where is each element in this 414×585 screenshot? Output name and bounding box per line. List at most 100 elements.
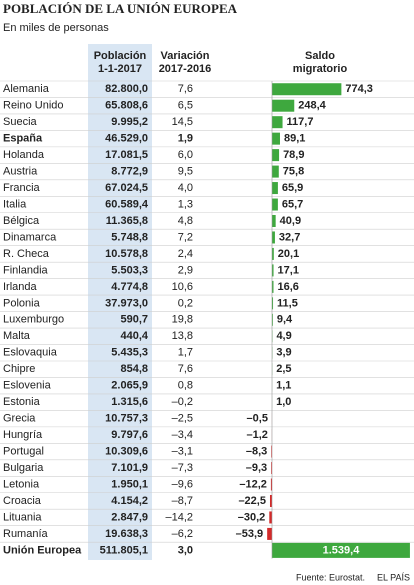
source: Fuente: Eurostat. bbox=[296, 572, 365, 582]
balance-label: 65,9 bbox=[282, 182, 303, 194]
balance-label: 17,1 bbox=[278, 264, 299, 276]
country: España bbox=[3, 133, 43, 145]
balance-label: 3,9 bbox=[276, 347, 291, 359]
balance-label: 9,4 bbox=[277, 314, 293, 326]
population: 4.774,8 bbox=[111, 281, 148, 293]
variation: –9,6 bbox=[172, 478, 193, 490]
population: 5.748,8 bbox=[111, 231, 148, 243]
population: 10.757,3 bbox=[105, 413, 148, 425]
credit: EL PAÍS bbox=[377, 572, 410, 582]
balance-bar bbox=[272, 182, 278, 195]
balance-label: 32,7 bbox=[279, 231, 300, 243]
country: Hungría bbox=[3, 429, 43, 441]
subtitle: En miles de personas bbox=[3, 22, 109, 34]
column-header: 1-1-2017 bbox=[98, 63, 142, 75]
balance-bar bbox=[272, 198, 278, 211]
population: 11.365,8 bbox=[106, 215, 148, 227]
variation: –3,1 bbox=[172, 445, 193, 457]
balance-label: 4,9 bbox=[276, 330, 291, 342]
population: 19.638,3 bbox=[105, 528, 148, 540]
country: Holanda bbox=[3, 149, 45, 161]
balance-bar bbox=[272, 264, 274, 277]
variation: 7,6 bbox=[178, 83, 193, 95]
balance-bar bbox=[269, 511, 272, 524]
column-header: Variación bbox=[161, 50, 210, 62]
country: Polonia bbox=[3, 297, 41, 309]
balance-label: 248,4 bbox=[298, 100, 326, 112]
variation: 6,0 bbox=[178, 149, 193, 161]
balance-label: 89,1 bbox=[284, 133, 305, 145]
variation: 10,6 bbox=[172, 281, 193, 293]
country: Eslovaquia bbox=[3, 347, 58, 359]
country: Lituania bbox=[3, 511, 42, 523]
balance-bar bbox=[272, 99, 295, 112]
variation: 4,0 bbox=[178, 182, 193, 194]
variation: 3,0 bbox=[178, 544, 193, 556]
column-header: 2017-2016 bbox=[159, 63, 212, 75]
balance-label: 774,3 bbox=[345, 83, 373, 95]
balance-label: 75,8 bbox=[283, 165, 304, 177]
population: 2.847,9 bbox=[111, 511, 148, 523]
balance-bar bbox=[267, 527, 272, 540]
country: Francia bbox=[3, 182, 41, 194]
country: Letonia bbox=[3, 478, 40, 490]
variation: –14,2 bbox=[165, 511, 193, 523]
country: Rumanía bbox=[3, 528, 49, 540]
country: Bélgica bbox=[3, 215, 40, 227]
balance-label: 1.539,4 bbox=[323, 544, 361, 556]
country: Unión Europea bbox=[3, 544, 82, 556]
population: 1.315,6 bbox=[111, 396, 148, 408]
population: 590,7 bbox=[120, 314, 148, 326]
balance-bar bbox=[272, 214, 276, 227]
population: 46.529,0 bbox=[105, 133, 148, 145]
balance-label: –22,5 bbox=[238, 495, 266, 507]
balance-bar bbox=[271, 445, 272, 458]
variation: –3,4 bbox=[172, 429, 193, 441]
variation: –2,5 bbox=[172, 413, 193, 425]
population: 10.309,6 bbox=[105, 445, 148, 457]
variation: 14,5 bbox=[172, 116, 193, 128]
balance-bar bbox=[272, 297, 274, 310]
variation: –8,7 bbox=[172, 495, 193, 507]
country: Austria bbox=[3, 165, 38, 177]
country: Portugal bbox=[3, 445, 44, 457]
population: 5.503,3 bbox=[111, 264, 148, 276]
balance-bar bbox=[272, 149, 280, 162]
balance-bar bbox=[272, 116, 283, 129]
variation: 0,2 bbox=[178, 297, 193, 309]
balance-label: –30,2 bbox=[238, 511, 266, 523]
population: 854,8 bbox=[120, 363, 148, 375]
population: 37.973,0 bbox=[105, 297, 148, 309]
population: 1.950,1 bbox=[111, 478, 148, 490]
balance-bar bbox=[272, 132, 280, 145]
variation: 0,8 bbox=[178, 380, 193, 392]
balance-label: –0,5 bbox=[247, 413, 268, 425]
country: Malta bbox=[3, 330, 31, 342]
balance-bar bbox=[272, 313, 273, 326]
variation: 2,4 bbox=[178, 248, 193, 260]
population: 2.065,9 bbox=[111, 380, 148, 392]
balance-bar bbox=[272, 542, 410, 558]
variation: 9,5 bbox=[178, 165, 193, 177]
population: 4.154,2 bbox=[111, 495, 148, 507]
country: Croacia bbox=[3, 495, 42, 507]
population: 67.024,5 bbox=[105, 182, 148, 194]
balance-label: 65,7 bbox=[282, 198, 303, 210]
variation: 7,6 bbox=[178, 363, 193, 375]
balance-label: 78,9 bbox=[283, 149, 304, 161]
variation: 7,2 bbox=[178, 231, 193, 243]
balance-label: 117,7 bbox=[287, 116, 314, 128]
balance-label: 11,5 bbox=[277, 297, 298, 309]
variation: 19,8 bbox=[172, 314, 193, 326]
population: 17.081,5 bbox=[105, 149, 148, 161]
balance-label: –53,9 bbox=[236, 528, 264, 540]
population: 511.805,1 bbox=[100, 544, 148, 556]
population: 10.578,8 bbox=[105, 248, 148, 260]
country: Dinamarca bbox=[3, 231, 57, 243]
population: 7.101,9 bbox=[111, 462, 148, 474]
population: 9.797,6 bbox=[111, 429, 148, 441]
country: Estonia bbox=[3, 396, 41, 408]
variation: 1,3 bbox=[178, 198, 193, 210]
variation: 4,8 bbox=[178, 215, 193, 227]
